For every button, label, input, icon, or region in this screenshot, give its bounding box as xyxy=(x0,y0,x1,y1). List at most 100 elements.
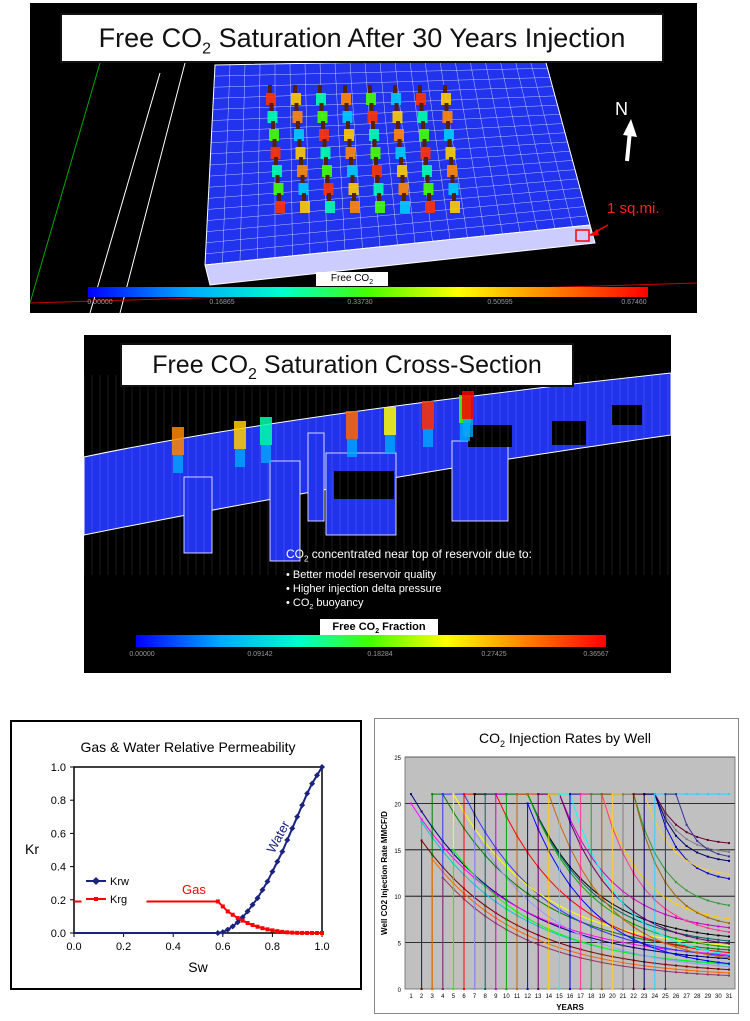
data-point xyxy=(285,930,290,935)
data-point xyxy=(717,955,720,958)
data-point xyxy=(696,793,699,796)
data-point xyxy=(717,919,720,922)
data-point xyxy=(675,916,677,919)
data-point xyxy=(717,957,720,960)
x-tick-label: 23 xyxy=(641,994,648,1000)
colorbar-tick: 0.00000 xyxy=(129,651,155,658)
data-point xyxy=(706,933,709,936)
reservoir-map-panel: Free CO2 Saturation After 30 Years Injec… xyxy=(30,3,697,313)
data-point xyxy=(717,964,720,967)
data-point xyxy=(685,838,688,841)
data-point xyxy=(706,963,709,966)
data-point xyxy=(230,912,235,917)
data-point xyxy=(706,961,709,964)
data-point xyxy=(675,902,677,905)
data-point xyxy=(717,961,720,964)
well-series-line xyxy=(452,792,730,989)
x-tick-label: 4 xyxy=(441,994,445,1000)
data-point xyxy=(259,886,266,893)
data-point xyxy=(611,793,614,796)
chart-title: Gas & Water Relative Permeability xyxy=(81,739,296,755)
data-point xyxy=(728,968,730,971)
data-point xyxy=(728,942,730,945)
data-point xyxy=(264,878,271,885)
y-axis-label: Kr xyxy=(25,841,39,857)
data-point xyxy=(632,793,635,796)
x-tick-label: 25 xyxy=(662,994,669,1000)
x-tick-label: 21 xyxy=(620,994,627,1000)
colorbar xyxy=(136,635,606,647)
data-point xyxy=(234,919,241,926)
x-tick-label: 5 xyxy=(452,994,456,1000)
data-point xyxy=(675,834,677,837)
data-point xyxy=(675,793,677,796)
data-point xyxy=(664,793,667,796)
data-point xyxy=(685,959,688,962)
data-point xyxy=(685,956,688,959)
x-axis-ticks: 0.0 0.2 0.4 0.6 0.8 1.0 xyxy=(66,933,330,953)
data-point xyxy=(653,988,656,990)
data-point xyxy=(696,867,699,870)
data-point xyxy=(685,934,688,937)
data-point xyxy=(728,935,730,938)
data-point xyxy=(452,793,455,796)
colorbar-tick: 0.00000 xyxy=(87,299,113,306)
data-point xyxy=(685,950,688,953)
data-point xyxy=(279,848,286,855)
data-point xyxy=(717,929,720,932)
data-point xyxy=(706,937,709,940)
data-point xyxy=(494,793,497,796)
data-point xyxy=(696,923,699,926)
data-point xyxy=(717,871,720,874)
data-point xyxy=(706,947,709,950)
data-point xyxy=(505,988,508,990)
y-tick-label: 5 xyxy=(398,942,402,948)
data-point xyxy=(717,853,720,856)
data-point xyxy=(728,946,730,949)
well-series-line xyxy=(664,793,730,989)
x-tick-label: 1.0 xyxy=(314,941,329,953)
data-point xyxy=(728,904,730,907)
data-point xyxy=(473,793,476,796)
reservoir-map-view xyxy=(30,58,697,313)
data-point xyxy=(728,859,730,862)
well-series-line xyxy=(537,793,730,989)
note-heading: CO2 concentrated near top of reservoir d… xyxy=(286,547,532,564)
north-label: N xyxy=(615,99,628,119)
data-point xyxy=(675,845,677,848)
data-point xyxy=(685,965,688,968)
data-point xyxy=(473,830,476,833)
x-tick-label: 17 xyxy=(577,994,584,1000)
data-point xyxy=(643,793,646,796)
data-point xyxy=(706,926,709,929)
x-tick-label: 10 xyxy=(503,994,510,1000)
cross-section-note: CO2 concentrated near top of reservoir d… xyxy=(286,547,532,616)
x-tick-label: 0.6 xyxy=(215,941,230,953)
data-point xyxy=(214,930,221,936)
data-point xyxy=(685,823,688,826)
data-point xyxy=(304,790,311,797)
y-axis-ticks: 0 5 10 15 20 25 xyxy=(394,756,401,994)
data-point xyxy=(717,875,720,878)
x-tick-label: 13 xyxy=(535,994,542,1000)
data-point xyxy=(622,988,624,990)
data-point xyxy=(696,895,699,898)
x-tick-label: 0.8 xyxy=(265,941,280,953)
data-point xyxy=(706,793,709,796)
data-point xyxy=(706,855,709,858)
data-point xyxy=(685,969,688,972)
data-point xyxy=(728,793,730,796)
note-bullet: • Higher injection delta pressure xyxy=(286,583,442,596)
data-point xyxy=(696,851,699,854)
data-point xyxy=(717,951,720,954)
data-point xyxy=(558,793,561,796)
data-point xyxy=(314,772,321,779)
note-bullet: • CO2 buoyancy xyxy=(286,597,364,612)
data-point xyxy=(675,960,677,963)
data-point xyxy=(245,921,250,926)
x-tick-label: 16 xyxy=(567,994,574,1000)
data-point xyxy=(558,988,561,990)
data-point xyxy=(685,845,688,848)
data-point xyxy=(675,823,677,826)
well-series-line xyxy=(474,829,730,989)
